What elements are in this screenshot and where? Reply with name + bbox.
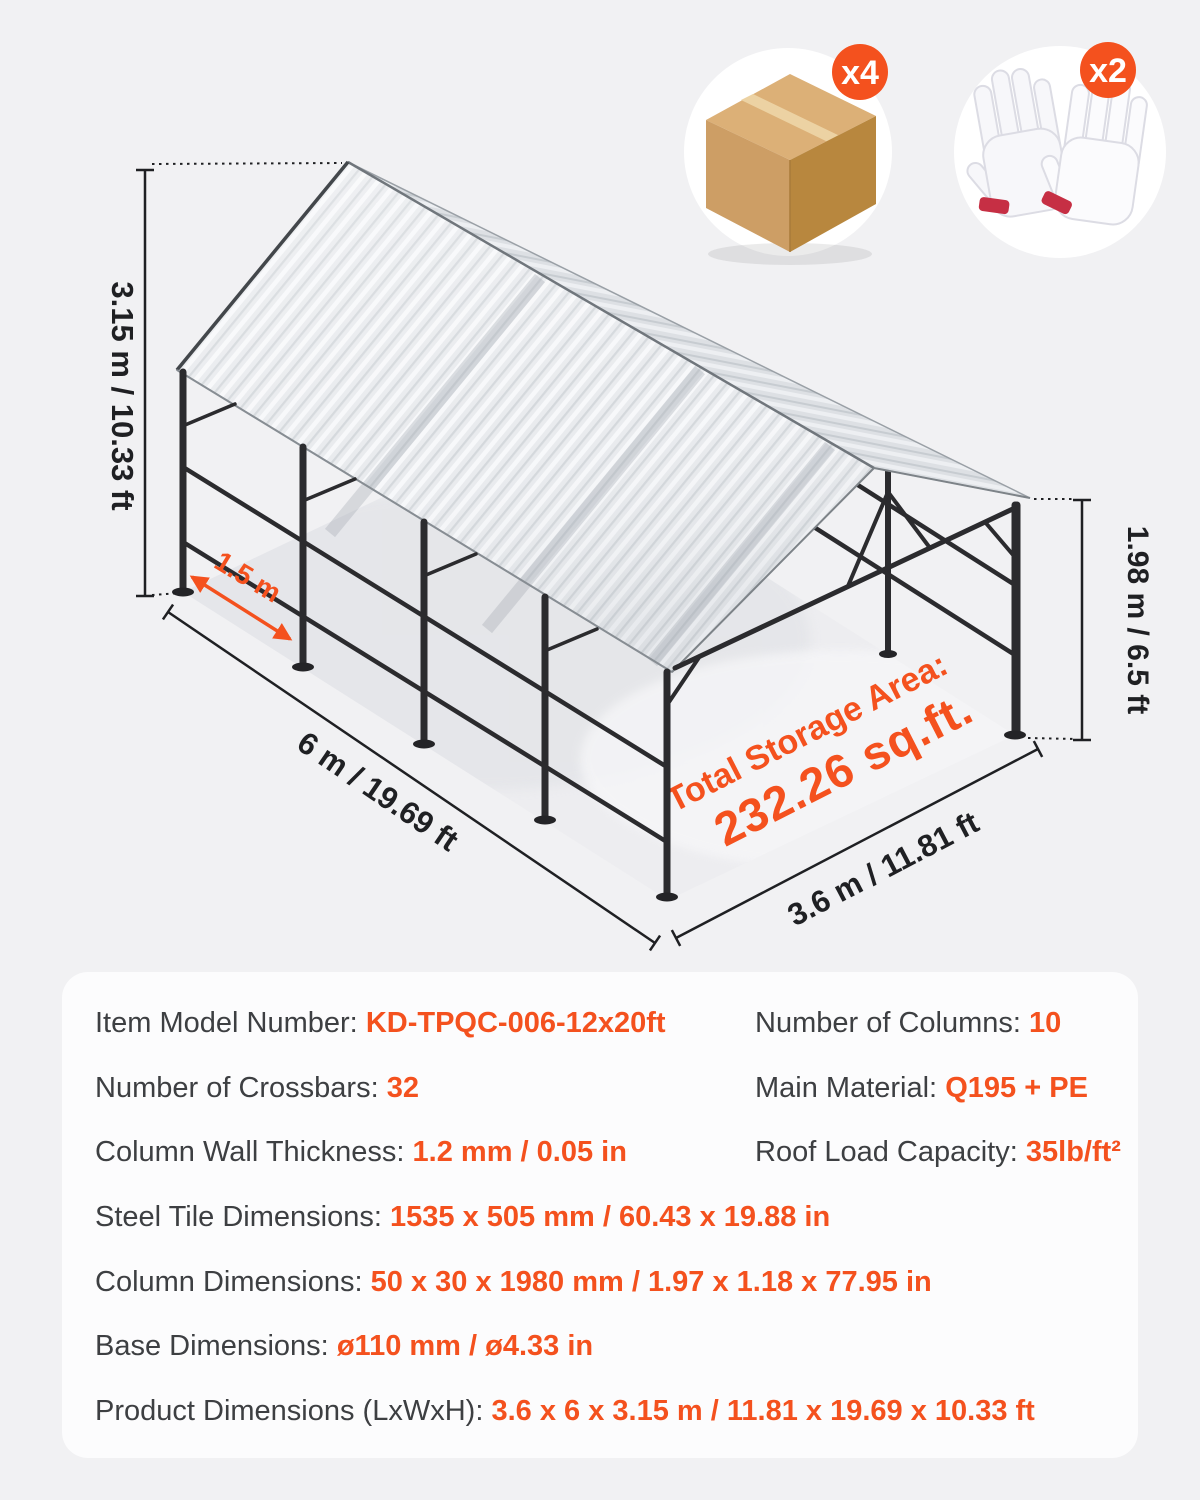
gloves-count-badge: x2: [1089, 52, 1127, 90]
post-base-plates: [172, 587, 1026, 902]
spec-panel: Item Model Number: KD-TPQC-006-12x20ft Nu…: [62, 972, 1138, 1458]
carport-diagram: Total Storage Area: 232.26 sq.ft.: [105, 42, 1166, 952]
spec-item-wall-thickness: Column Wall Thickness: 1.2 mm / 0.05 in: [95, 1136, 627, 1169]
spec-item-roof-load: Roof Load Capacity: 35lb/ft²: [755, 1136, 1121, 1169]
gloves-icon: [966, 68, 1148, 226]
package-box-circle: x4: [684, 44, 892, 265]
dimension-total-height: [136, 162, 343, 598]
spec-item-base-dimensions: Base Dimensions: ø110 mm / ø4.33 in: [95, 1330, 594, 1363]
dimension-side-height: [1027, 498, 1091, 742]
spec-item-columns: Number of Columns: 10: [755, 1007, 1062, 1039]
spec-item-column-dimensions: Column Dimensions: 50 x 30 x 1980 mm / 1.…: [95, 1265, 932, 1298]
dimension-post-spacing: [189, 575, 293, 641]
spec-item-crossbars: Number of Crossbars: 32: [95, 1071, 420, 1104]
dimension-length: [161, 603, 662, 952]
spec-item-material: Main Material: Q195 + PE: [755, 1071, 1088, 1104]
spec-item-product-dimensions: Product Dimensions (LxWxH): 3.6 x 6 x 3.1…: [95, 1394, 1035, 1427]
spec-item-model-number: Item Model Number: KD-TPQC-006-12x20ft: [95, 1007, 666, 1039]
spec-row: Item Model Number: KD-TPQC-006-12x20ft Nu…: [95, 1006, 1108, 1040]
dimension-total-height-label: 3.15 m / 10.33 ft: [105, 281, 140, 510]
package-gloves-circle: x2: [954, 42, 1166, 258]
roof: [175, 160, 1031, 673]
spec-row: Number of Crossbars: 32 Main Material: Q19…: [95, 1071, 1108, 1105]
carton-box-icon: [706, 74, 876, 265]
dimension-side-height-label: 1.98 m / 6.5 ft: [1121, 526, 1154, 714]
dimension-width: [670, 740, 1044, 947]
box-count-badge: x4: [841, 54, 879, 92]
spec-row: Column Wall Thickness: 1.2 mm / 0.05 in R…: [95, 1135, 1121, 1169]
right-gable-frame: [667, 490, 1021, 739]
spec-item-steel-tile: Steel Tile Dimensions: 1535 x 505 mm / 60…: [95, 1200, 831, 1233]
